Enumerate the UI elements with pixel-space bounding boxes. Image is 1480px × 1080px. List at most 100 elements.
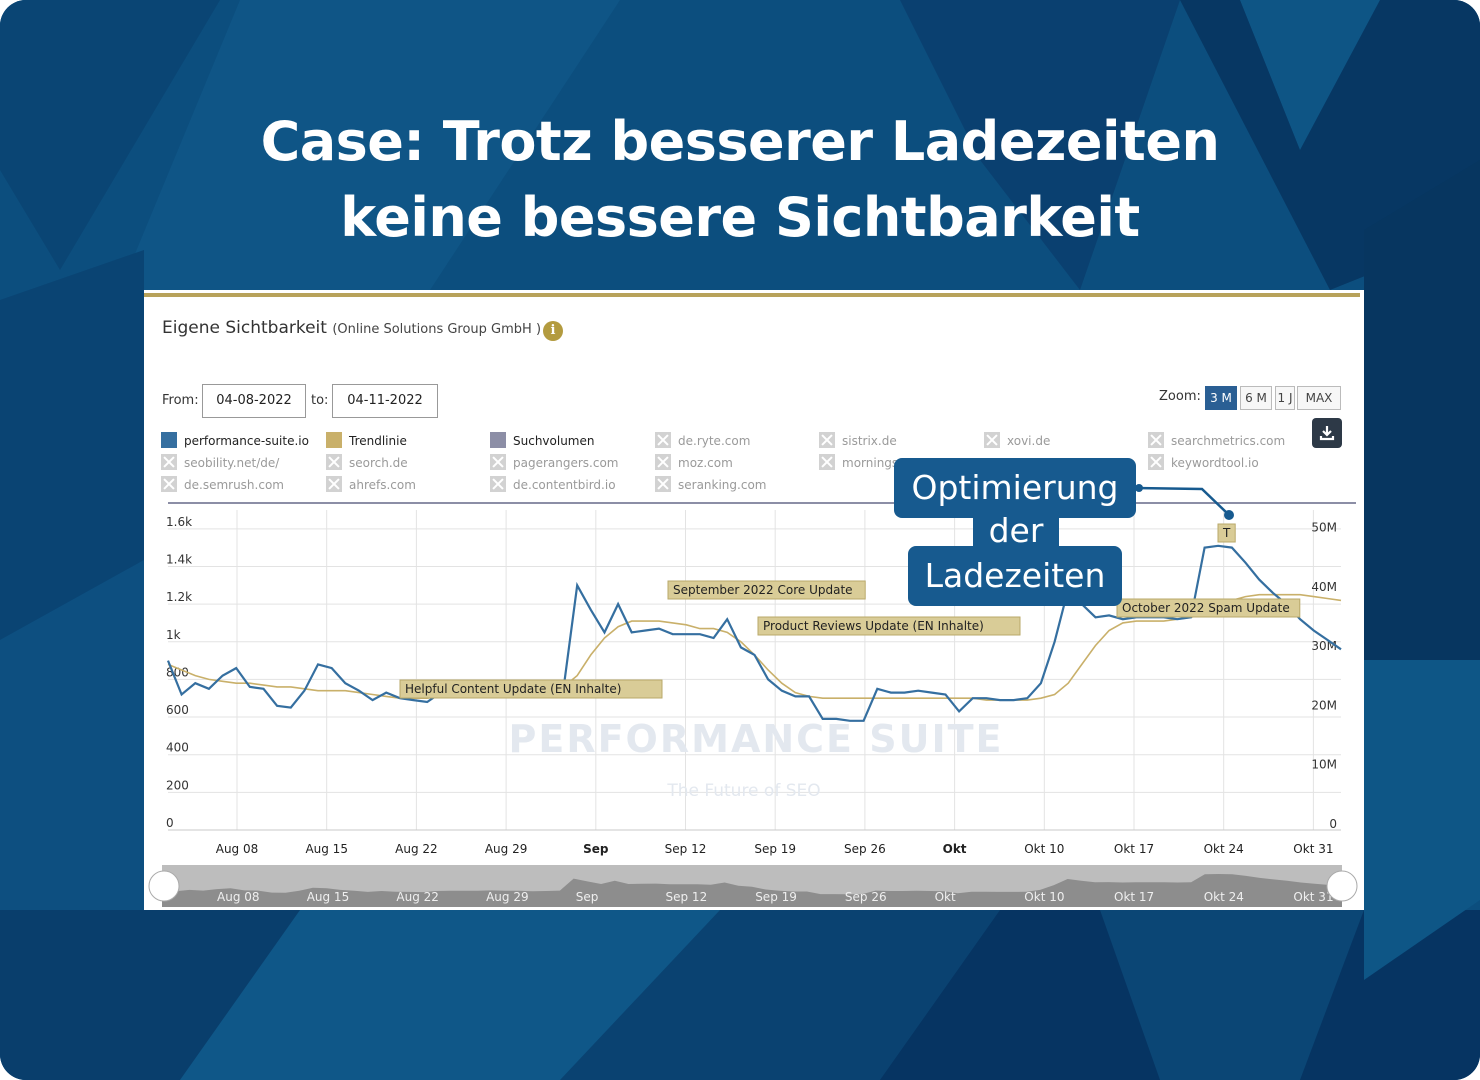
to-label: to: <box>311 393 329 408</box>
legend-item-pagerangers[interactable]: pagerangers.com <box>490 454 619 470</box>
disabled-x-icon <box>161 476 177 492</box>
visibility-panel: Eigene Sichtbarkeit (Online Solutions Gr… <box>144 290 1364 910</box>
legend-item-de-ryte[interactable]: de.ryte.com <box>655 432 750 448</box>
legend-item-searchmetrics[interactable]: searchmetrics.com <box>1148 432 1285 448</box>
disabled-x-icon <box>490 454 506 470</box>
from-date-input[interactable]: 04-08-2022 <box>202 384 306 418</box>
x-tick-label: Aug 29 <box>485 842 528 856</box>
navigator-label: Sep 19 <box>755 890 797 904</box>
annotation-label: Helpful Content Update (EN Inhalte) <box>405 682 621 696</box>
zoom-max-button[interactable]: MAX <box>1297 386 1341 410</box>
info-icon[interactable]: i <box>543 321 563 341</box>
y-tick-label: 200 <box>166 778 189 792</box>
navigator-label: Aug 15 <box>307 890 350 904</box>
legend-item-keywordtool[interactable]: keywordtool.io <box>1148 454 1259 470</box>
x-tick-label: Aug 22 <box>395 842 438 856</box>
annotation-label: T <box>1222 526 1231 540</box>
disabled-x-icon <box>819 454 835 470</box>
legend-item-xovi[interactable]: xovi.de <box>984 432 1050 448</box>
navigator-handle-left <box>148 870 180 902</box>
annotation-label: October 2022 Spam Update <box>1122 601 1290 615</box>
panel-accent-bar <box>144 293 1360 297</box>
y-tick-label: 0 <box>166 816 174 830</box>
navigator-label: Aug 08 <box>217 890 260 904</box>
legend-item-moz[interactable]: moz.com <box>655 454 733 470</box>
to-date-input[interactable]: 04-11-2022 <box>332 384 438 418</box>
panel-title-text: Eigene Sichtbarkeit <box>162 318 327 338</box>
legend-item-ahrefs[interactable]: ahrefs.com <box>326 476 416 492</box>
navigator-label: Okt 17 <box>1114 890 1154 904</box>
panel-title: Eigene Sichtbarkeit (Online Solutions Gr… <box>162 318 541 338</box>
navigator-label: Sep 12 <box>666 890 708 904</box>
legend-item-mornings[interactable]: mornings <box>819 454 898 470</box>
navigator-label: Okt 24 <box>1204 890 1244 904</box>
x-tick-label: Okt 24 <box>1204 842 1244 856</box>
legend-swatch <box>326 432 342 448</box>
disabled-x-icon <box>326 454 342 470</box>
x-tick-label: Okt 10 <box>1024 842 1064 856</box>
x-tick-label: Okt <box>943 842 967 856</box>
zoom-3m-button[interactable]: 3 M <box>1205 386 1237 410</box>
legend-swatch <box>161 432 177 448</box>
legend-item-semrush[interactable]: de.semrush.com <box>161 476 284 492</box>
callout-leader-dot <box>1135 484 1143 492</box>
y-tick-label: 1k <box>166 628 181 642</box>
annotation-flag <box>1116 598 1301 618</box>
callout-line-2: der <box>973 511 1059 551</box>
x-tick-label: Okt 31 <box>1293 842 1333 856</box>
disabled-x-icon <box>326 476 342 492</box>
callout-pointer <box>1135 484 1234 520</box>
navigator-label: Okt <box>935 890 956 904</box>
disabled-x-icon <box>655 432 671 448</box>
callout-line-1: Optimierung <box>894 458 1136 518</box>
legend-item-seorch[interactable]: seorch.de <box>326 454 408 470</box>
legend-item-contentbird[interactable]: de.contentbird.io <box>490 476 616 492</box>
y-right-tick-label: 0 <box>1329 817 1337 831</box>
disabled-x-icon <box>655 454 671 470</box>
disabled-x-icon <box>984 432 1000 448</box>
download-button[interactable] <box>1312 418 1342 448</box>
watermark-line-2: The Future of SEO <box>666 781 820 801</box>
legend-item-seobility[interactable]: seobility.net/de/ <box>161 454 279 470</box>
y-right-tick-label: 20M <box>1311 698 1337 712</box>
navigator-handle-right <box>1326 870 1358 902</box>
legend-swatch <box>490 432 506 448</box>
navigator-label: Okt 31 <box>1293 890 1333 904</box>
x-tick-label: Aug 15 <box>305 842 348 856</box>
legend-item-trendlinie[interactable]: Trendlinie <box>326 432 407 448</box>
watermark-line-1: PERFORMANCE SUITE <box>509 717 1004 761</box>
annotation-flag <box>757 616 1021 636</box>
disabled-x-icon <box>1148 432 1164 448</box>
annotation-flag <box>399 679 663 699</box>
navigator-label: Aug 29 <box>486 890 529 904</box>
zoom-1j-button[interactable]: 1 J <box>1275 386 1295 410</box>
y-tick-label: 1.4k <box>166 552 192 566</box>
navigator-area <box>162 874 1342 907</box>
navigator-label: Sep 26 <box>845 890 887 904</box>
legend-item-sistrix[interactable]: sistrix.de <box>819 432 897 448</box>
callout-leader-line <box>1138 486 1229 515</box>
annotations-layer: Helpful Content Update (EN Inhalte) Septe… <box>399 523 1301 699</box>
from-label: From: <box>162 393 199 408</box>
x-tick-label: Sep 12 <box>665 842 707 856</box>
disabled-x-icon <box>161 454 177 470</box>
y-right-tick-label: 40M <box>1311 580 1337 594</box>
callout-target-dot <box>1224 510 1234 520</box>
annotation-label: September 2022 Core Update <box>673 583 853 597</box>
disabled-x-icon <box>655 476 671 492</box>
headline-line-1: Case: Trotz besserer Ladezeiten <box>260 110 1220 173</box>
x-tick-label: Sep 26 <box>844 842 886 856</box>
navigator-label: Aug 22 <box>396 890 439 904</box>
watermark: PERFORMANCE SUITE The Future of SEO <box>509 717 1004 801</box>
annotation-label: Product Reviews Update (EN Inhalte) <box>763 619 984 633</box>
disabled-x-icon <box>1148 454 1164 470</box>
legend-item-performance-suite[interactable]: performance-suite.io <box>161 432 309 448</box>
x-tick-label: Okt 17 <box>1114 842 1154 856</box>
y-tick-label: 1.2k <box>166 590 192 604</box>
navigator[interactable]: Aug 08 Aug 15 Aug 22 Aug 29 Sep Sep 12 Sep 19 S… <box>148 865 1358 907</box>
zoom-label: Zoom: <box>1159 389 1201 404</box>
legend-item-seranking[interactable]: seranking.com <box>655 476 766 492</box>
zoom-6m-button[interactable]: 6 M <box>1240 386 1272 410</box>
legend-item-suchvolumen[interactable]: Suchvolumen <box>490 432 595 448</box>
